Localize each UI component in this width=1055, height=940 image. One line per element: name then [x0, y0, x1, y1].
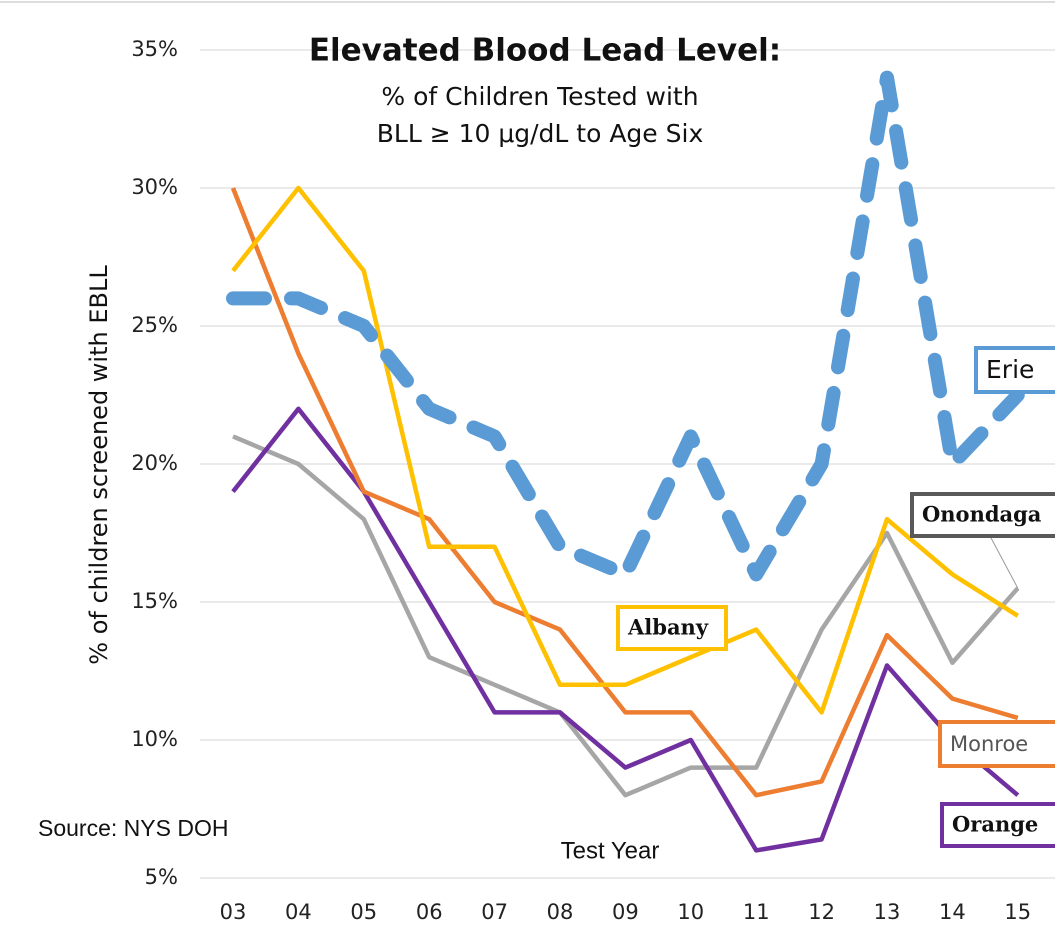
y-tick-label: 25%: [131, 313, 178, 337]
series-label: Erie: [986, 355, 1034, 384]
series-line: [231, 185, 1020, 715]
y-tick-label: 30%: [131, 175, 178, 199]
x-tick-label: 06: [416, 900, 443, 924]
series-label: Monroe: [950, 732, 1028, 756]
series-line: [226, 70, 1025, 582]
x-tick-label: 03: [220, 900, 247, 924]
series-label-box: [910, 492, 1055, 538]
series-label-box: [940, 802, 1055, 848]
series-label: Orange: [952, 812, 1038, 837]
series-label: Albany: [627, 615, 709, 640]
y-tick-label: 5%: [145, 865, 178, 889]
series-label-box: [616, 605, 728, 651]
series-label-box: [938, 720, 1055, 768]
y-tick-label: 10%: [131, 727, 178, 751]
x-tick-label: 14: [939, 900, 966, 924]
leader-line: [989, 535, 1019, 589]
x-tick-label: 10: [677, 900, 704, 924]
series-label-box: [974, 346, 1055, 394]
chart-title: Elevated Blood Lead Level:: [309, 33, 781, 69]
x-tick-label: 15: [1004, 900, 1031, 924]
x-axis-label: Test Year: [561, 837, 660, 864]
y-tick-label: 15%: [131, 589, 178, 613]
y-tick-label: 35%: [131, 37, 178, 61]
x-tick-label: 12: [808, 900, 835, 924]
plot: [226, 70, 1025, 853]
x-tick-label: 07: [481, 900, 508, 924]
chart-subtitle: BLL ≥ 10 μg/dL to Age Six: [377, 119, 704, 148]
series-label: Onondaga: [922, 502, 1042, 527]
x-tick-label: 11: [743, 900, 770, 924]
y-tick-label: 20%: [131, 451, 178, 475]
series-line: [232, 434, 1020, 798]
source-note: Source: NYS DOH: [38, 815, 228, 841]
x-tick-label: 09: [612, 900, 639, 924]
grid: [200, 49, 1055, 879]
x-tick-label: 04: [285, 900, 312, 924]
y-axis-label: % of children screened with EBLL: [85, 265, 113, 665]
chart-subtitle: % of Children Tested with: [381, 82, 698, 111]
x-tick-label: 13: [874, 900, 901, 924]
x-tick-label: 08: [547, 900, 574, 924]
x-tick-label: 05: [350, 900, 377, 924]
series-line: [230, 187, 1019, 798]
